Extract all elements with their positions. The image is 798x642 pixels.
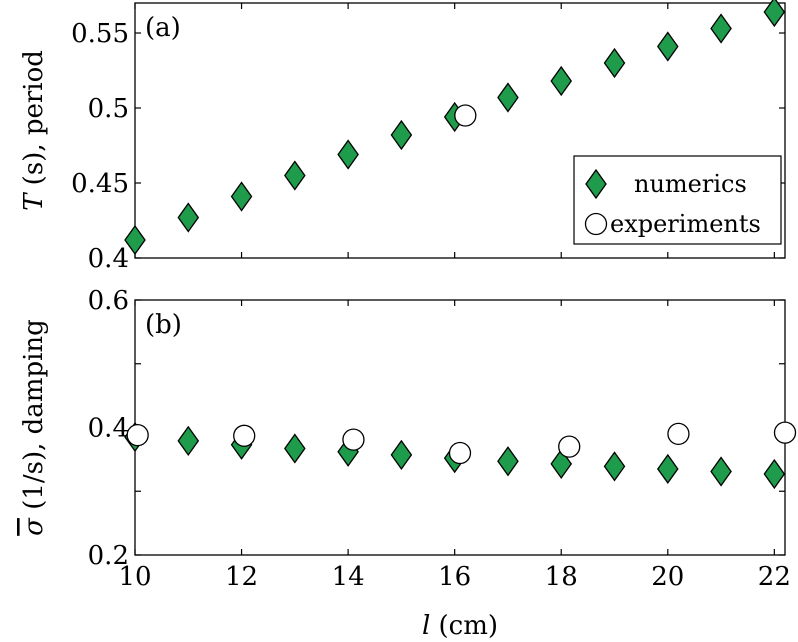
panel-a-period-plot: 0.4 0.45 0.5 0.55 (a) T (s), period numerics ex… [19,0,786,274]
y-tick-label: 0.6 [88,286,129,316]
x-tick-label: 22 [758,562,791,592]
legend-marker-numerics [585,168,607,200]
data-point-numerics [603,451,626,482]
x-tick-label: 16 [438,562,471,592]
data-point-experiments [454,104,477,127]
legend-box [573,155,782,245]
data-point-experiments [342,428,365,451]
data-point-numerics [763,458,786,490]
y-axis-title-text: (1/s), damping [19,319,49,518]
y-axis-title: σ (1/s), damping [19,319,49,536]
x-tick-label: 20 [651,562,684,592]
data-point-numerics [337,139,359,170]
x-tick-label: 14 [332,562,365,592]
data-point-numerics [497,82,519,113]
data-point-experiments [667,422,690,446]
data-point-numerics [284,433,306,464]
legend-label-experiments: experiments [610,210,761,238]
data-point-numerics [390,439,413,471]
data-point-numerics [603,47,626,79]
data-point-experiments [126,423,149,447]
panel-label: (b) [145,310,182,340]
x-tick-label: 18 [545,562,578,592]
x-axis-title-symbol: l [422,611,430,641]
legend-label-numerics: numerics [634,170,747,198]
y-axis-title: T (s), period [19,50,49,211]
y-tick-label: 0.45 [71,169,129,199]
data-point-experiments [558,435,581,458]
data-point-numerics [177,425,200,457]
data-point-experiments [773,421,797,444]
data-point-experiments [233,424,256,447]
y-axis-title-symbol: T [19,192,49,211]
y-tick-label: 0.55 [71,19,129,49]
panel-b-damping-plot: 0.2 0.4 0.6 10 12 14 16 18 20 22 (b) σ (1/s), dampi… [19,286,797,641]
data-point-numerics [230,181,253,212]
data-point-numerics [124,224,146,256]
legend: numerics experiments [573,155,782,245]
y-axis-title-text: (s), period [19,50,49,194]
data-point-experiments [448,441,472,465]
y-tick-label: 0.4 [88,244,129,274]
plot-frame [134,2,786,259]
data-point-numerics [284,160,306,191]
x-tick-label: 10 [118,562,151,592]
x-tick-label: 12 [225,562,258,592]
x-axis-title: l (cm) [422,611,498,641]
data-point-numerics [710,456,732,487]
data-point-numerics [497,446,519,477]
y-tick-label: 0.4 [88,414,129,444]
x-axis-title-text: (cm) [430,611,498,641]
y-axis-title-symbol: σ [19,517,49,536]
y-tick-label: 0.2 [88,541,129,571]
data-point-numerics [656,31,679,62]
data-point-numerics [656,453,679,485]
y-tick-label: 0.5 [88,94,129,124]
data-point-numerics [390,119,413,151]
legend-marker-experiments [584,212,608,236]
data-point-numerics [550,65,573,97]
data-point-numerics [177,202,200,233]
panel-label: (a) [145,13,181,43]
data-point-numerics [763,0,786,28]
data-point-numerics [710,13,732,44]
